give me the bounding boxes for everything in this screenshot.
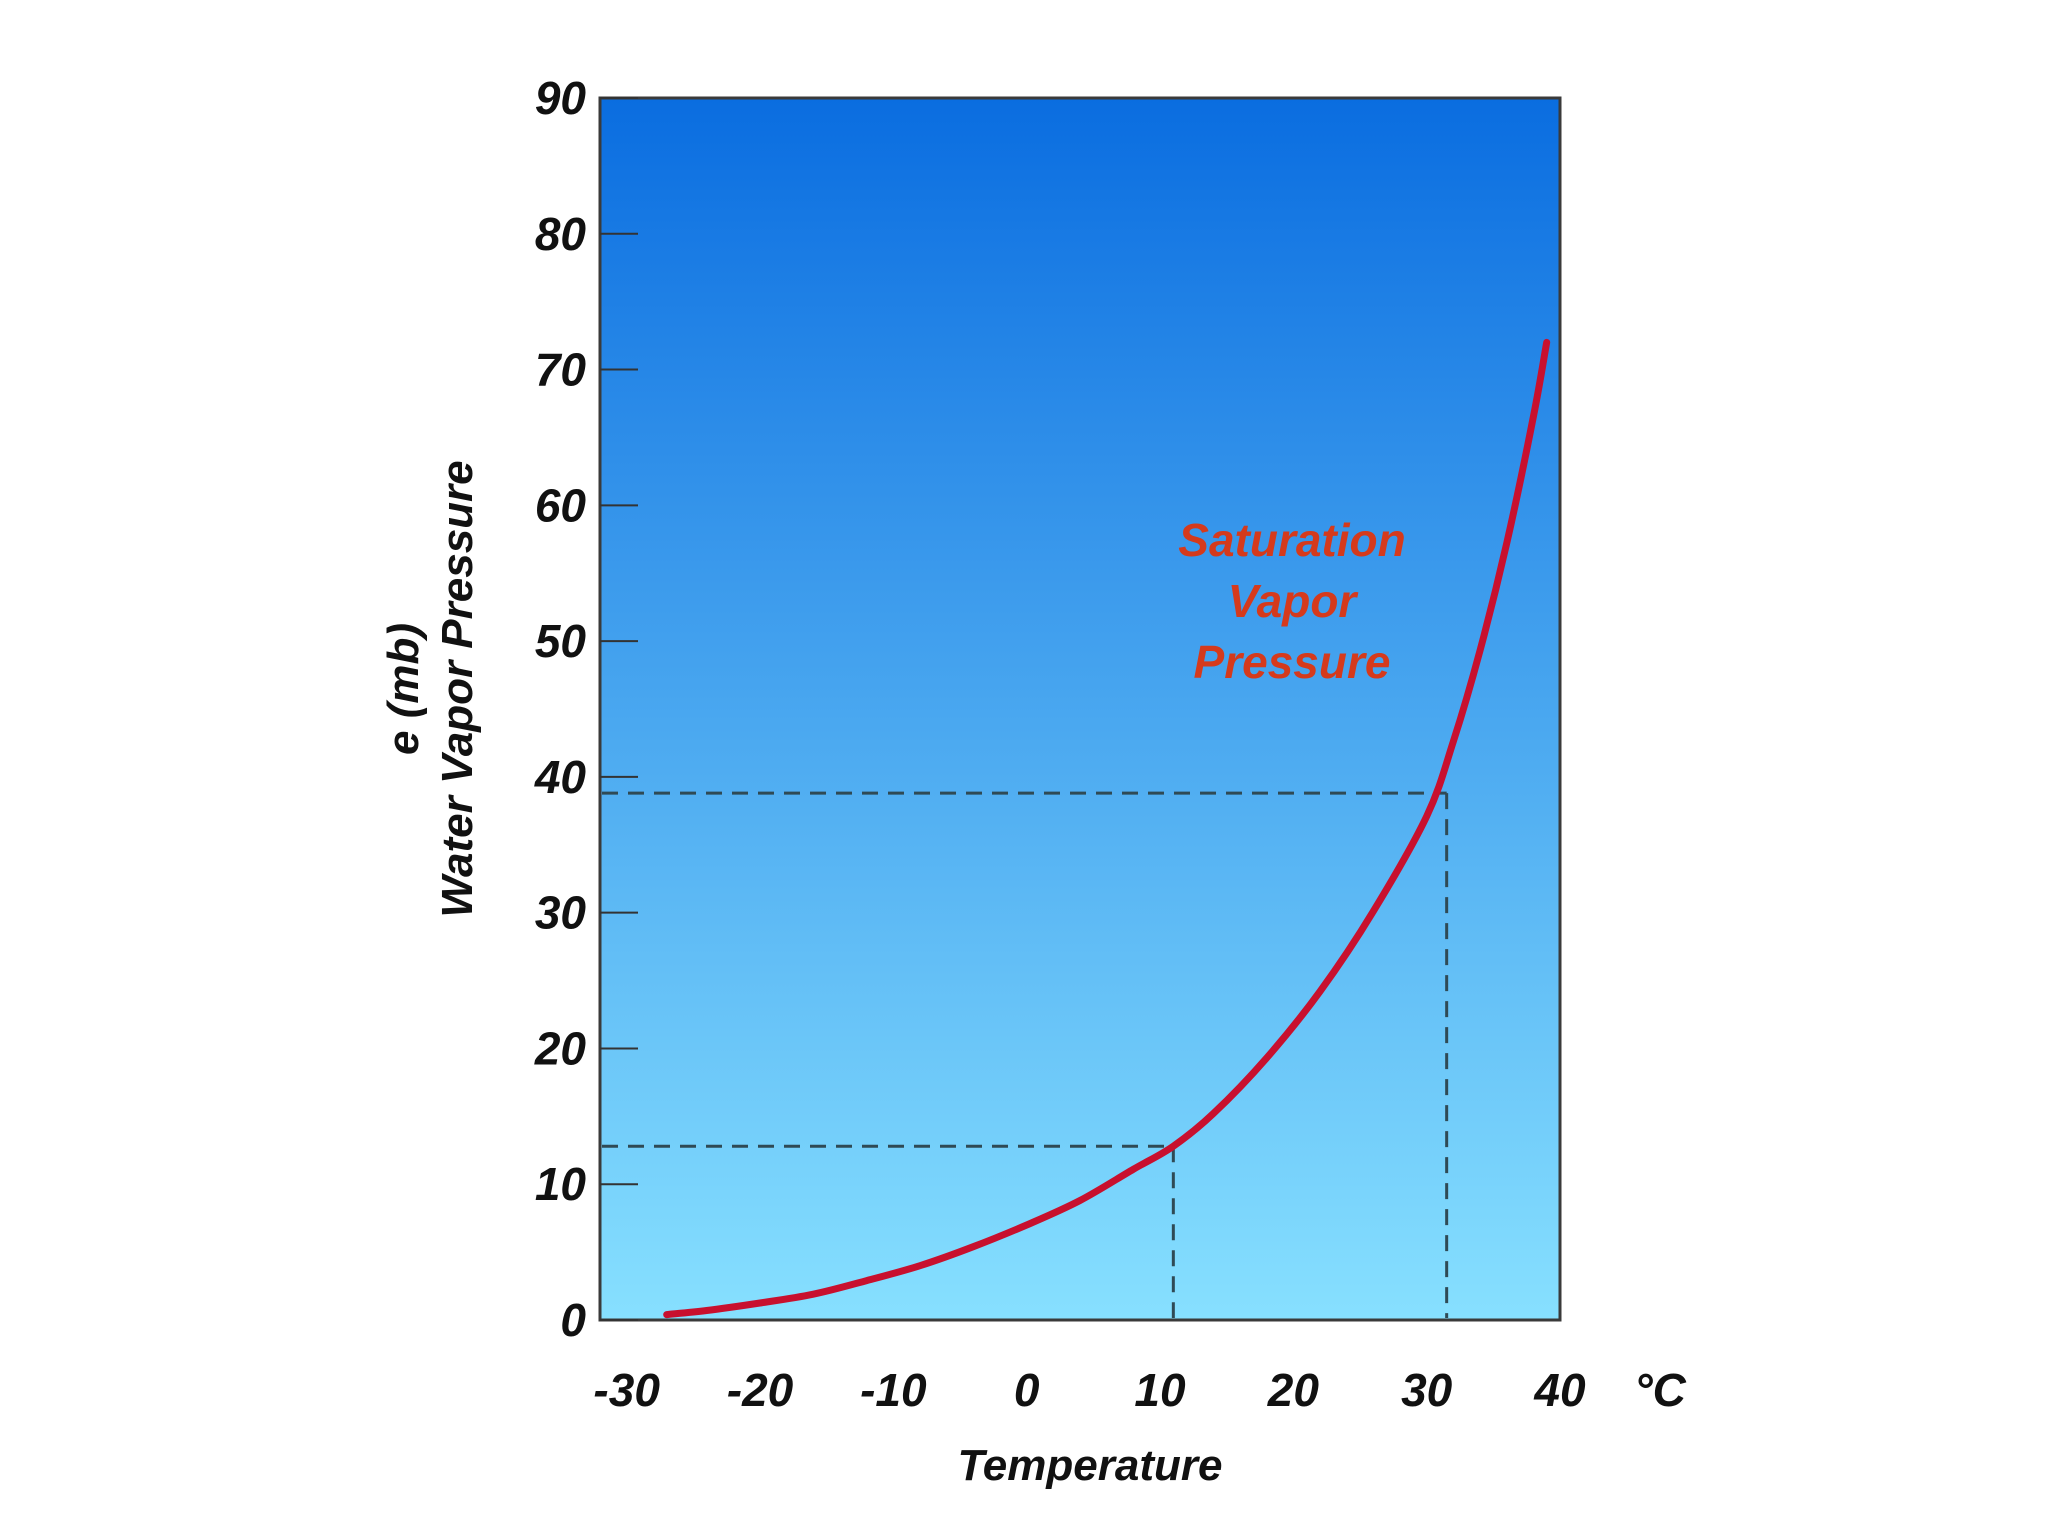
y-tick-label: 0 — [560, 1294, 586, 1346]
y-axis-title-line-2: Water Vapor Pressure — [433, 460, 482, 917]
x-tick-label: 30 — [1401, 1364, 1453, 1416]
y-tick-label: 70 — [535, 344, 587, 396]
series-label-line-3: Pressure — [1194, 636, 1391, 688]
x-axis-unit: °C — [1634, 1364, 1686, 1416]
x-tick-label: -30 — [593, 1364, 660, 1416]
series-label: Saturation Vapor Pressure — [1178, 514, 1405, 688]
y-tick-label: 30 — [535, 887, 587, 939]
x-axis-title: Temperature — [958, 1441, 1223, 1490]
x-tick-label: 10 — [1134, 1364, 1186, 1416]
y-axis-title: e (mb) Water Vapor Pressure — [379, 460, 482, 917]
x-tick-label: 40 — [1533, 1364, 1586, 1416]
x-axis-ticks: -30 -20 -10 0 10 20 30 40 — [593, 1364, 1586, 1416]
y-tick-label: 60 — [535, 479, 587, 531]
x-tick-label: 20 — [1267, 1364, 1320, 1416]
y-tick-label: 80 — [535, 208, 587, 260]
y-tick-label: 10 — [535, 1158, 587, 1210]
x-tick-label: 0 — [1014, 1364, 1040, 1416]
saturation-vapor-pressure-curve — [663, 338, 1551, 1319]
y-tick-label: 40 — [534, 751, 587, 803]
y-tick-label: 90 — [535, 72, 587, 124]
series-label-line-1: Saturation — [1178, 514, 1405, 566]
plot-area — [600, 98, 1560, 1320]
y-tick-label: 20 — [534, 1022, 587, 1074]
reference-lines — [602, 791, 1449, 1318]
series-label-line-2: Vapor — [1228, 575, 1359, 627]
plot-frame — [598, 96, 1562, 1322]
y-axis-title-line-1: e (mb) — [379, 623, 428, 755]
y-axis-ticks: 0 10 20 30 40 50 60 70 80 90 — [534, 72, 638, 1346]
x-tick-label: -10 — [860, 1364, 927, 1416]
x-tick-label: -20 — [727, 1364, 794, 1416]
y-tick-label: 50 — [535, 615, 587, 667]
